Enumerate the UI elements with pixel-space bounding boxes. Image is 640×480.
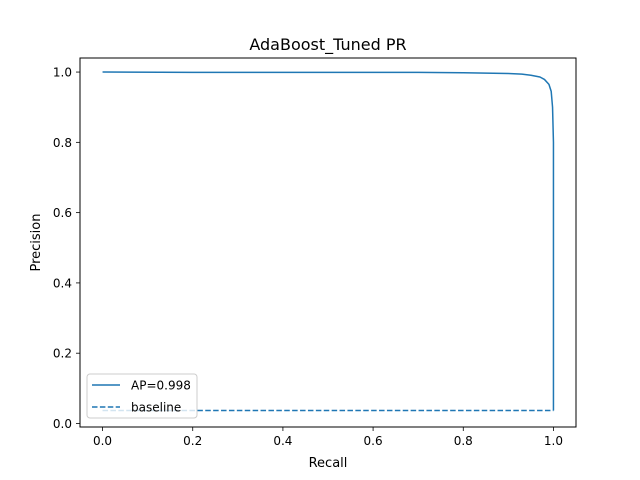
y-axis: 0.0 0.2 0.4 0.6 0.8 1.0 <box>53 66 80 431</box>
y-axis-label: Precision <box>29 213 44 271</box>
legend: AP=0.998 baseline <box>86 373 198 419</box>
series-line-pr-curve <box>102 71 555 411</box>
plot-area <box>79 57 577 428</box>
x-tick-label: 0.8 <box>454 434 473 448</box>
y-tick-label: 0.4 <box>53 276 72 290</box>
y-tick-label: 0.6 <box>53 206 72 220</box>
x-tick-label: 0.6 <box>364 434 383 448</box>
y-tick-label: 0.0 <box>53 417 72 431</box>
x-tick-label: 0.4 <box>273 434 292 448</box>
y-tick-label: 1.0 <box>53 66 72 80</box>
y-tick-label: 0.2 <box>53 347 72 361</box>
x-tick-label: 0.2 <box>183 434 202 448</box>
x-tick-label: 0.0 <box>93 434 112 448</box>
x-axis-label: Recall <box>309 456 348 471</box>
legend-label: AP=0.998 <box>131 379 191 393</box>
plot-frame <box>79 57 577 428</box>
legend-label: baseline <box>131 401 181 415</box>
chart-title: AdaBoost_Tuned PR <box>249 35 406 55</box>
plot-background <box>80 58 576 427</box>
x-tick-label: 1.0 <box>544 434 563 448</box>
y-tick-label: 0.8 <box>53 136 72 150</box>
x-axis: 0.0 0.2 0.4 0.6 0.8 1.0 <box>93 427 563 448</box>
